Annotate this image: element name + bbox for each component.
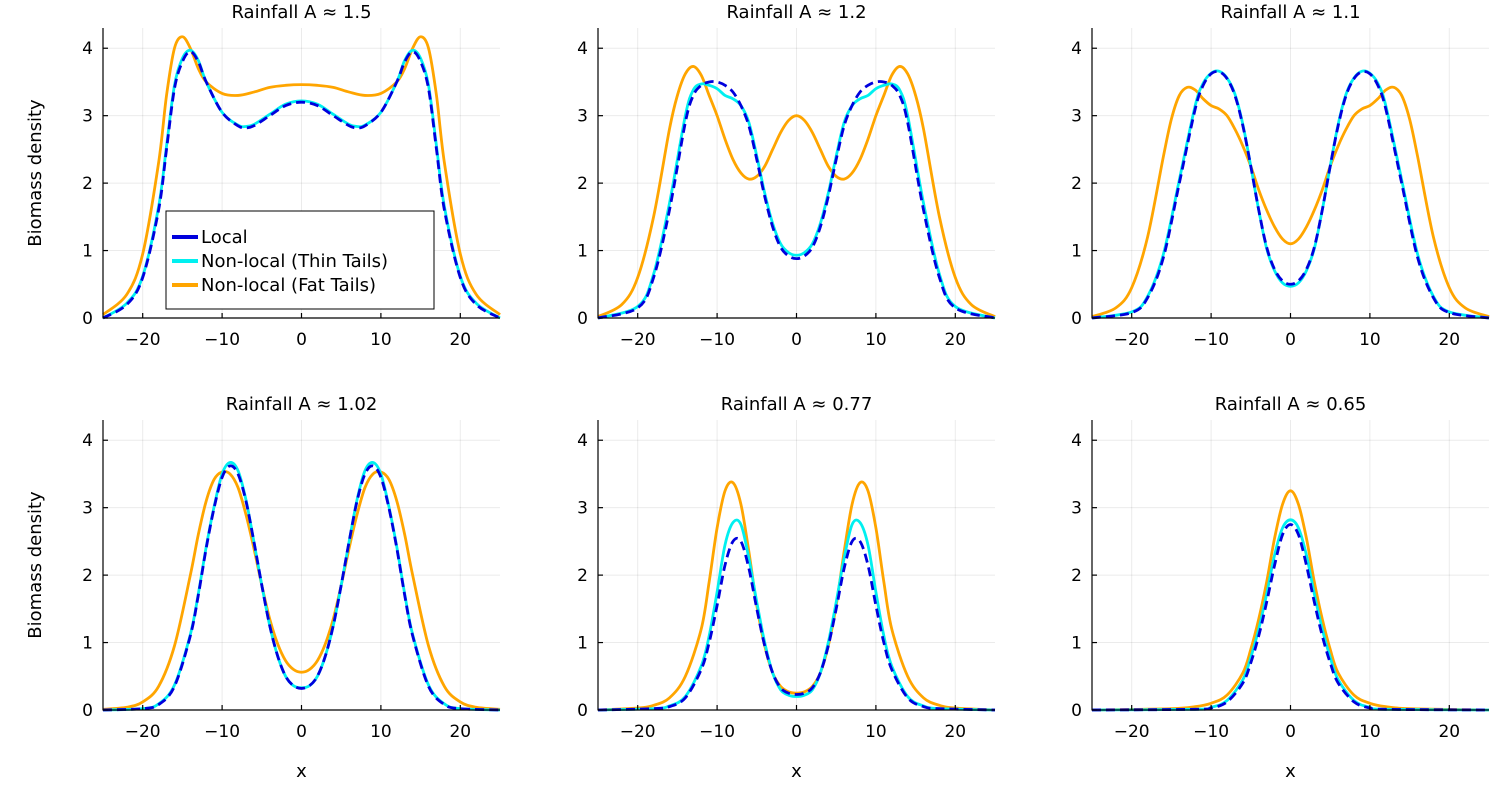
series-line-local [102,50,501,320]
panel-5: −20 −10 0 10 20 0 1 2 3 4 Rainfall A ≈ 0.77 x [577,394,996,782]
panel-3: −20 −10 0 10 20 0 1 2 3 4 Rainfall A ≈ 1.1 [1071,2,1490,350]
series-line-non-local-fat-tails [102,35,501,316]
y-tick-label: 3 [1071,107,1082,127]
y-tick-label: 4 [577,39,588,59]
x-tick-label: 10 [370,330,392,350]
panel-title: Rainfall A ≈ 1.1 [1220,2,1360,23]
series-line-non-local-thin-tails [597,518,996,712]
series-line-non-local-thin-tails [1091,69,1490,320]
x-tick-label: 20 [1438,722,1460,742]
x-tick-label: 20 [449,330,471,350]
panel-title: Rainfall A ≈ 0.77 [721,394,873,415]
x-tick-label: 0 [296,330,307,350]
y-tick-label: 3 [82,499,93,519]
legend-entry: Local [201,227,248,248]
x-tick-label: −20 [125,330,161,350]
series-line-non-local-fat-tails [1091,489,1490,712]
y-tick-label: 0 [577,701,588,721]
x-tick-label: −10 [204,722,240,742]
x-tick-label: −10 [1193,330,1229,350]
x-tick-label: −10 [699,330,735,350]
y-tick-label: 0 [1071,701,1082,721]
x-tick-label: −20 [620,722,656,742]
y-tick-label: 1 [577,634,588,654]
y-tick-label: 2 [577,566,588,586]
panel-title: Rainfall A ≈ 0.65 [1215,394,1367,415]
y-tick-label: 4 [1071,39,1082,59]
x-tick-label: 10 [370,722,392,742]
x-tick-label: 0 [791,330,802,350]
panel-title: Rainfall A ≈ 1.02 [226,394,378,415]
y-tick-label: 0 [1071,309,1082,329]
series-line-non-local-thin-tails [597,82,996,320]
series-line-non-local-fat-tails [1091,85,1490,318]
x-tick-label: −20 [1114,330,1150,350]
x-tick-label: −10 [1193,722,1229,742]
x-tick-label: 20 [944,330,966,350]
y-tick-label: 3 [577,107,588,127]
x-tick-label: 10 [865,330,887,350]
x-tick-label: 0 [1285,722,1296,742]
x-tick-label: −20 [1114,722,1150,742]
y-tick-label: 1 [1071,242,1082,262]
y-tick-label: 3 [1071,499,1082,519]
x-tick-label: −20 [620,330,656,350]
y-tick-label: 3 [82,107,93,127]
y-tick-label: 1 [82,242,93,262]
panel-1: −20 −10 0 10 20 0 1 2 3 4 Rainfall A ≈ 1.5 Biomass … [25,2,501,350]
x-tick-label: −10 [204,330,240,350]
x-tick-label: 0 [791,722,802,742]
y-tick-label: 0 [82,309,93,329]
y-axis-label: Biomass density [25,99,46,247]
y-tick-label: 3 [577,499,588,519]
x-tick-label: −10 [699,722,735,742]
y-tick-label: 0 [577,309,588,329]
y-tick-label: 2 [82,174,93,194]
series-line-non-local-fat-tails [597,65,996,318]
series-line-local [1091,523,1490,712]
x-tick-label: 20 [1438,330,1460,350]
legend-entry: Non-local (Fat Tails) [201,275,376,296]
y-tick-label: 2 [82,566,93,586]
series-line-non-local-fat-tails [102,470,501,711]
x-tick-label: 10 [865,722,887,742]
x-tick-label: 0 [296,722,307,742]
legend: Local Non-local (Thin Tails) Non-local (Fa… [165,210,435,310]
x-tick-label: 10 [1359,330,1381,350]
y-tick-label: 4 [1071,431,1082,451]
x-tick-label: 20 [449,722,471,742]
y-axis-label: Biomass density [25,491,46,639]
y-tick-label: 4 [82,431,93,451]
y-tick-label: 0 [82,701,93,721]
y-tick-label: 2 [1071,566,1082,586]
series-line-local [102,464,501,712]
panel-title: Rainfall A ≈ 1.2 [726,2,866,23]
y-tick-label: 1 [1071,634,1082,654]
y-tick-label: 4 [577,431,588,451]
panel-title: Rainfall A ≈ 1.5 [231,2,371,23]
y-tick-label: 2 [1071,174,1082,194]
x-tick-label: 20 [944,722,966,742]
x-axis-label: x [296,761,307,782]
series-line-local [597,80,996,320]
y-tick-label: 1 [82,634,93,654]
x-tick-label: 10 [1359,722,1381,742]
x-axis-label: x [1285,761,1296,782]
y-tick-label: 4 [82,39,93,59]
series-line-local [597,536,996,712]
x-tick-label: 0 [1285,330,1296,350]
y-tick-label: 2 [577,174,588,194]
x-tick-label: −20 [125,722,161,742]
x-axis-label: x [791,761,802,782]
series-line-local [1091,70,1490,320]
panel-2: −20 −10 0 10 20 0 1 2 3 4 Rainfall A ≈ 1.2 [577,2,996,350]
panel-4: −20 −10 0 10 20 0 1 2 3 4 Rainfall A ≈ 1.02 Biomass… [25,394,501,782]
legend-entry: Non-local (Thin Tails) [201,251,388,272]
panel-6: −20 −10 0 10 20 0 1 2 3 4 Rainfall A ≈ 0.65 x [1071,394,1490,782]
y-tick-label: 1 [577,242,588,262]
legend-box [165,210,435,310]
